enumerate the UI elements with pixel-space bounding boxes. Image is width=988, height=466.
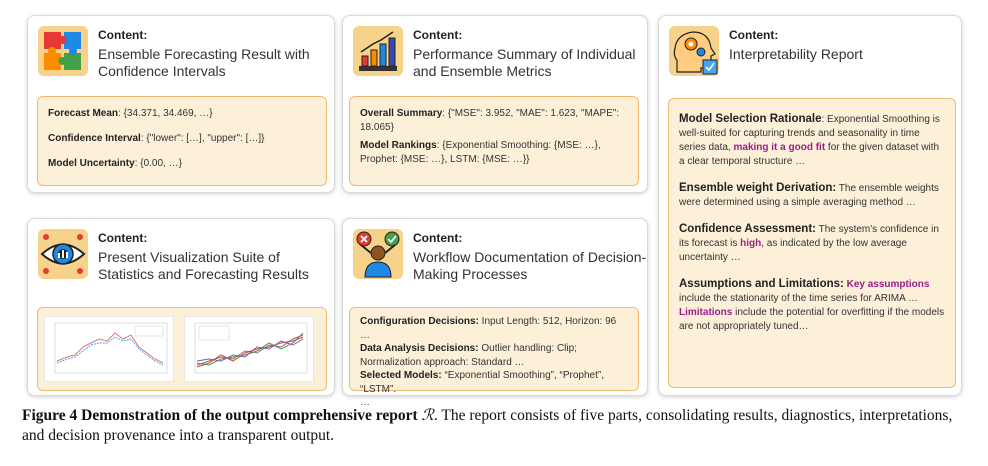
forecast-mean-row: Forecast Mean: {34.371, 34.469, …} <box>48 108 213 119</box>
assumptions-section: Assumptions and Limitations: Key assumpt… <box>679 278 945 332</box>
decision-person-icon <box>353 229 403 279</box>
head-gears-icon <box>669 26 719 76</box>
data-analysis-row: Data Analysis Decisions: Outlier handlin… <box>360 343 577 368</box>
forecast-title: Ensemble Forecasting Result with Confide… <box>98 46 310 79</box>
forecast-box: Forecast Mean: {34.371, 34.469, …} Confi… <box>37 96 327 186</box>
model-selection-section: Model Selection Rationale: Exponential S… <box>679 113 940 167</box>
content-label: Content: <box>98 28 148 42</box>
report-symbol: ℛ <box>421 407 434 424</box>
visualization-card: Content: Present Visualization Suite of … <box>27 218 335 396</box>
content-label: Content: <box>413 28 463 42</box>
puzzle-icon <box>38 26 88 76</box>
confidence-interval-row: Confidence Interval: {"lower": […], "upp… <box>48 133 265 144</box>
interpretability-card: Content: Interpretability Report Model S… <box>658 15 962 396</box>
model-rankings-row: Model Rankings: {Exponential Smoothing: … <box>360 140 601 165</box>
bar-chart-icon <box>353 26 403 76</box>
model-uncertainty-row: Model Uncertainty: {0.00, …} <box>48 158 182 169</box>
performance-card: Content: Performance Summary of Individu… <box>342 15 648 193</box>
content-label: Content: <box>98 231 148 245</box>
eye-chart-icon <box>38 229 88 279</box>
performance-box: Overall Summary: {"MSE": 3.952, "MAE": 1… <box>349 96 639 186</box>
workflow-card: Content: Workflow Documentation of Decis… <box>342 218 648 408</box>
workflow-box: Configuration Decisions: Input Length: 5… <box>349 307 639 408</box>
figure-label: Figure 4 Demonstration of the output com… <box>22 407 422 424</box>
forecast-plot-thumbnail <box>44 316 174 382</box>
forecast-card: Content: Ensemble Forecasting Result wit… <box>27 15 335 193</box>
confidence-assessment-section: Confidence Assessment: The system's conf… <box>679 223 939 263</box>
caption-text: . The report consists of five parts, con… <box>22 407 953 444</box>
content-label: Content: <box>413 231 463 245</box>
config-decisions-row: Configuration Decisions: Input Length: 5… <box>360 316 617 341</box>
interpretability-box: Model Selection Rationale: Exponential S… <box>668 98 956 388</box>
workflow-title: Workflow Documentation of Decision-Makin… <box>413 249 647 282</box>
content-label: Content: <box>729 28 779 42</box>
ensemble-weight-section: Ensemble weight Derivation: The ensemble… <box>679 182 939 208</box>
visualization-box <box>37 307 327 391</box>
visualization-title: Present Visualization Suite of Statistic… <box>98 249 309 282</box>
workflow-ellipsis: … <box>360 397 370 408</box>
selected-models-row: Selected Models: “Exponential Smoothing”… <box>360 370 605 395</box>
ensemble-plot-thumbnail <box>184 316 314 382</box>
figure-caption: Figure 4 Demonstration of the output com… <box>22 406 972 446</box>
interpretability-title: Interpretability Report <box>729 46 863 62</box>
overall-summary-row: Overall Summary: {"MSE": 3.952, "MAE": 1… <box>360 108 620 133</box>
performance-title: Performance Summary of Individual and En… <box>413 46 636 79</box>
